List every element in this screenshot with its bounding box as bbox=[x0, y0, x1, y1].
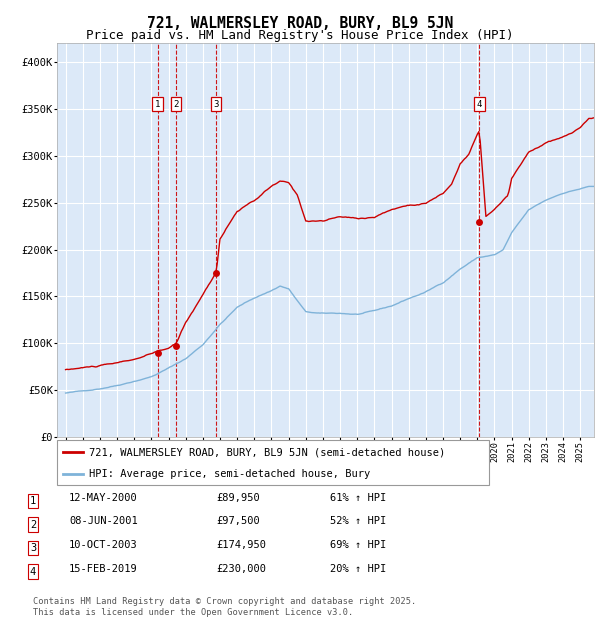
Text: Contains HM Land Registry data © Crown copyright and database right 2025.
This d: Contains HM Land Registry data © Crown c… bbox=[33, 598, 416, 617]
Text: 2: 2 bbox=[173, 100, 179, 109]
Text: 1: 1 bbox=[30, 496, 36, 506]
Text: 4: 4 bbox=[30, 567, 36, 577]
Text: 69% ↑ HPI: 69% ↑ HPI bbox=[330, 540, 386, 550]
Text: 721, WALMERSLEY ROAD, BURY, BL9 5JN: 721, WALMERSLEY ROAD, BURY, BL9 5JN bbox=[147, 16, 453, 30]
Text: £97,500: £97,500 bbox=[216, 516, 260, 526]
Text: 10-OCT-2003: 10-OCT-2003 bbox=[69, 540, 138, 550]
Text: Price paid vs. HM Land Registry's House Price Index (HPI): Price paid vs. HM Land Registry's House … bbox=[86, 29, 514, 42]
Text: £89,950: £89,950 bbox=[216, 493, 260, 503]
Text: 15-FEB-2019: 15-FEB-2019 bbox=[69, 564, 138, 574]
Text: £174,950: £174,950 bbox=[216, 540, 266, 550]
Text: 4: 4 bbox=[477, 100, 482, 109]
Text: HPI: Average price, semi-detached house, Bury: HPI: Average price, semi-detached house,… bbox=[89, 469, 371, 479]
Text: 3: 3 bbox=[30, 543, 36, 553]
Text: 20% ↑ HPI: 20% ↑ HPI bbox=[330, 564, 386, 574]
Text: 3: 3 bbox=[214, 100, 219, 109]
Text: 1: 1 bbox=[155, 100, 160, 109]
Text: 12-MAY-2000: 12-MAY-2000 bbox=[69, 493, 138, 503]
Text: 08-JUN-2001: 08-JUN-2001 bbox=[69, 516, 138, 526]
FancyBboxPatch shape bbox=[57, 440, 489, 485]
Text: 2: 2 bbox=[30, 520, 36, 529]
Text: 721, WALMERSLEY ROAD, BURY, BL9 5JN (semi-detached house): 721, WALMERSLEY ROAD, BURY, BL9 5JN (sem… bbox=[89, 447, 446, 458]
Text: 61% ↑ HPI: 61% ↑ HPI bbox=[330, 493, 386, 503]
Text: 52% ↑ HPI: 52% ↑ HPI bbox=[330, 516, 386, 526]
Text: £230,000: £230,000 bbox=[216, 564, 266, 574]
